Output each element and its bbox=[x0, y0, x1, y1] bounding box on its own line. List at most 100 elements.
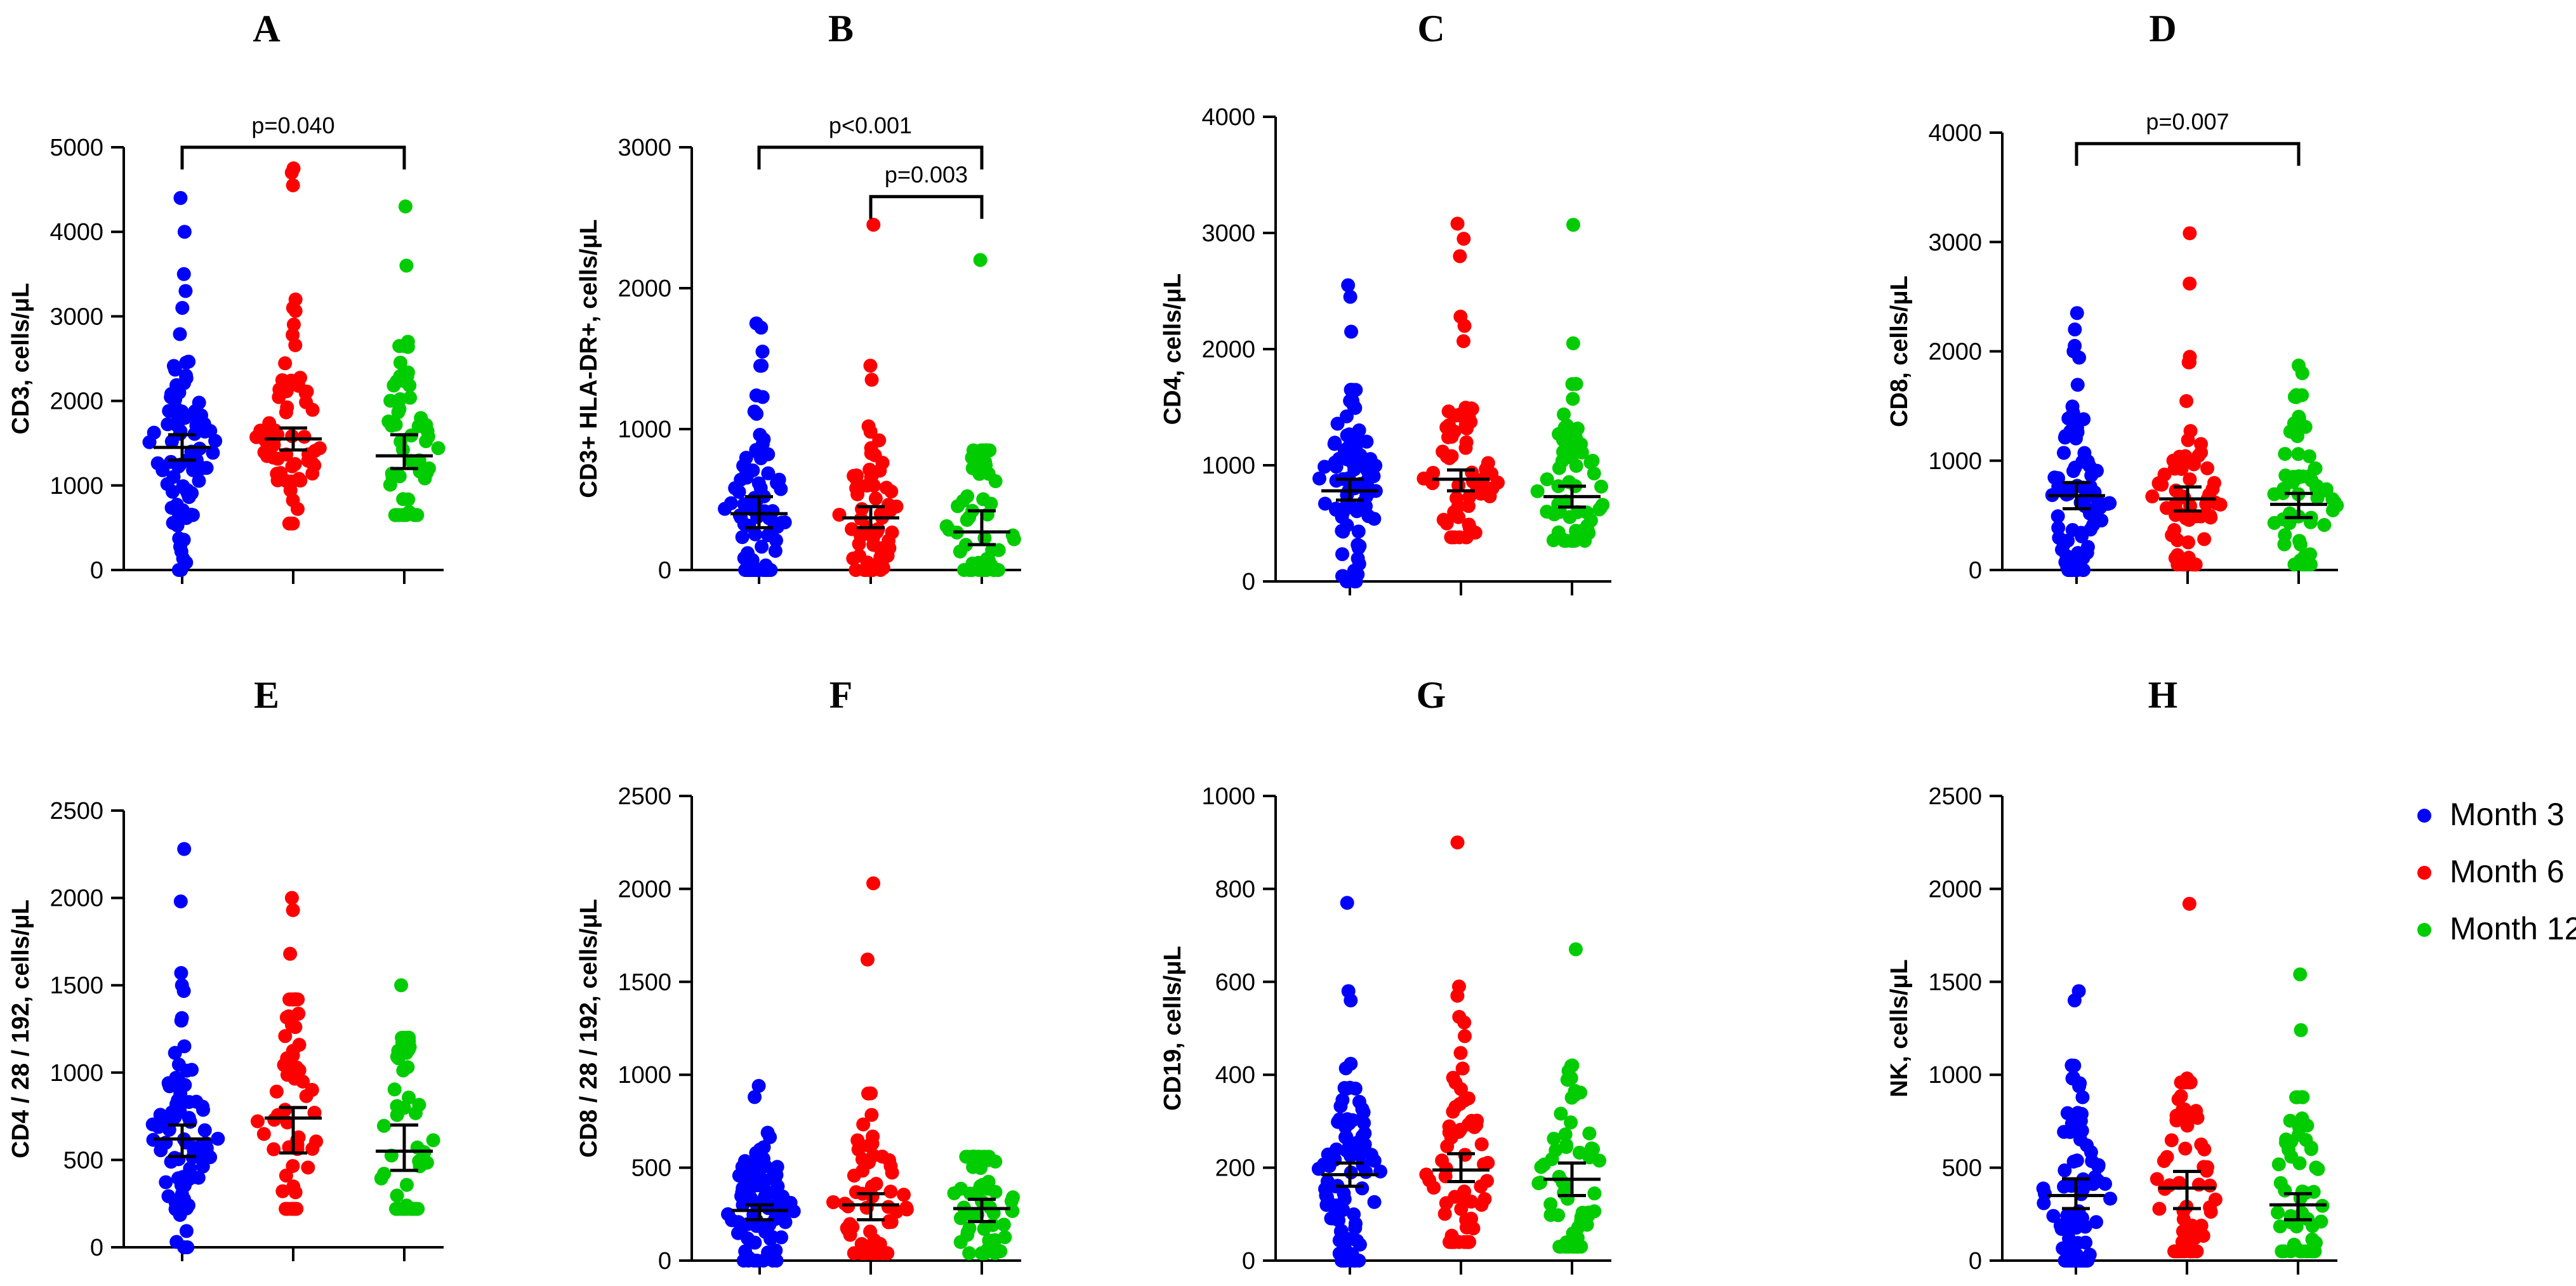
data-point bbox=[882, 1214, 897, 1228]
data-point bbox=[899, 1202, 914, 1217]
data-point bbox=[751, 1078, 766, 1093]
data-point bbox=[374, 1171, 388, 1186]
data-point bbox=[168, 1202, 183, 1216]
legend: Month 3 Month 6 Month 12 bbox=[2417, 797, 2576, 946]
data-point bbox=[1347, 1207, 1361, 1222]
data-point bbox=[1456, 334, 1471, 348]
data-point bbox=[769, 1243, 783, 1257]
data-point bbox=[755, 359, 769, 373]
data-point bbox=[192, 1149, 206, 1163]
data-point bbox=[1594, 479, 1609, 494]
data-point bbox=[2298, 420, 2313, 434]
series-month-12 bbox=[1530, 218, 1610, 548]
data-point bbox=[1335, 547, 1350, 562]
y-tick-label: 3000 bbox=[618, 135, 671, 161]
data-point bbox=[178, 411, 192, 425]
data-point bbox=[1560, 1073, 1575, 1087]
data-point bbox=[305, 1141, 320, 1156]
data-point bbox=[179, 355, 194, 370]
data-point bbox=[269, 1084, 284, 1099]
data-point bbox=[2184, 1218, 2199, 1233]
data-point bbox=[166, 359, 181, 373]
data-point bbox=[718, 501, 732, 516]
y-tick-label: 500 bbox=[1942, 1155, 1982, 1182]
data-point bbox=[1352, 557, 1366, 571]
y-tick-label: 2500 bbox=[618, 783, 671, 810]
data-point bbox=[1318, 496, 1332, 511]
data-point bbox=[1477, 1157, 1491, 1172]
data-point bbox=[979, 443, 994, 458]
data-point bbox=[1547, 1131, 1561, 1146]
data-point bbox=[847, 1246, 861, 1261]
data-point bbox=[2068, 431, 2083, 446]
data-point bbox=[1569, 376, 1583, 391]
data-point bbox=[1485, 481, 1500, 496]
data-point bbox=[208, 434, 223, 448]
data-point bbox=[965, 563, 979, 577]
data-point bbox=[388, 508, 403, 522]
data-point bbox=[977, 1222, 991, 1236]
panel-letter: D bbox=[2149, 8, 2176, 50]
data-point bbox=[745, 553, 760, 567]
data-point bbox=[2068, 322, 2082, 337]
data-point bbox=[177, 225, 192, 239]
series-month-6 bbox=[250, 891, 324, 1216]
data-point bbox=[770, 1179, 785, 1193]
data-point bbox=[2295, 469, 2310, 484]
data-point bbox=[402, 1030, 416, 1045]
data-point bbox=[267, 437, 281, 452]
data-point bbox=[756, 1140, 771, 1155]
data-point bbox=[2208, 1192, 2223, 1207]
data-point bbox=[1564, 1115, 1578, 1130]
data-point bbox=[1568, 533, 1582, 548]
significance-bracket bbox=[757, 145, 984, 169]
data-point bbox=[754, 321, 769, 335]
significance-bracket bbox=[2075, 142, 2301, 166]
data-point bbox=[735, 1160, 750, 1174]
data-point bbox=[1357, 1116, 1371, 1130]
data-point bbox=[1450, 835, 1465, 850]
y-tick-label: 500 bbox=[63, 1147, 103, 1174]
y-tick-label: 1000 bbox=[1201, 453, 1255, 479]
data-point bbox=[1531, 1176, 1546, 1191]
data-point bbox=[2179, 394, 2194, 408]
data-point bbox=[2172, 1176, 2186, 1190]
data-point bbox=[1330, 1200, 1344, 1215]
series-month-6 bbox=[249, 161, 327, 531]
data-point bbox=[286, 493, 300, 508]
data-point bbox=[192, 395, 206, 410]
series-month-6 bbox=[832, 218, 904, 577]
data-point bbox=[1566, 426, 1581, 441]
data-point bbox=[2057, 1125, 2071, 1139]
series-month-3 bbox=[1311, 896, 1388, 1268]
data-point bbox=[396, 492, 411, 507]
series-month-3 bbox=[1312, 278, 1383, 588]
data-point bbox=[861, 419, 876, 434]
data-point bbox=[855, 501, 869, 516]
significance-bracket bbox=[180, 145, 406, 169]
y-tick-label: 4000 bbox=[1928, 120, 1982, 147]
data-point bbox=[267, 1113, 282, 1127]
data-point bbox=[421, 461, 436, 475]
data-point bbox=[1352, 1254, 1366, 1268]
data-point bbox=[1461, 499, 1476, 514]
panel-a: A 0 1000 2000 3000 4000 5000 CD3, cells/μL p=0.0… bbox=[8, 8, 446, 584]
series-month-12 bbox=[374, 978, 440, 1216]
data-point bbox=[2190, 1111, 2205, 1125]
data-point bbox=[1364, 1148, 1378, 1162]
data-point bbox=[1444, 530, 1459, 545]
data-point bbox=[2190, 509, 2204, 524]
data-point bbox=[2283, 1113, 2297, 1128]
series-month-6 bbox=[2150, 896, 2223, 1259]
data-point bbox=[2267, 487, 2282, 501]
data-point bbox=[2078, 1235, 2093, 1250]
y-tick-label: 0 bbox=[658, 1248, 671, 1275]
data-point bbox=[2275, 1244, 2289, 1259]
panel-letter: A bbox=[253, 8, 280, 50]
data-point bbox=[2287, 416, 2301, 430]
p-value-label: p=0.040 bbox=[251, 112, 334, 138]
data-point bbox=[1554, 1106, 1568, 1121]
data-point bbox=[1335, 569, 1349, 583]
data-point bbox=[1311, 1162, 1326, 1176]
data-point bbox=[174, 965, 188, 980]
